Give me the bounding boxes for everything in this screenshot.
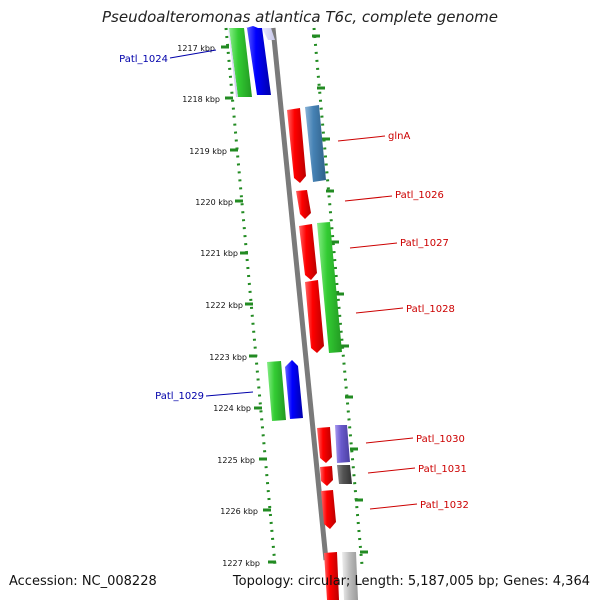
cds-feature-red[interactable]	[305, 280, 324, 353]
cds-feature-red[interactable]	[324, 552, 339, 600]
gene-label-patl-1032[interactable]: Patl_1032	[420, 500, 469, 511]
cds-feature-green[interactable]	[317, 222, 342, 353]
label-leader-line	[369, 503, 418, 510]
tick-label: 1221 kbp	[200, 249, 238, 258]
label-leader-line	[344, 195, 393, 202]
label-leader-line	[349, 242, 398, 249]
tick-label: 1219 kbp	[189, 147, 227, 156]
cds-feature-light[interactable]	[262, 28, 275, 40]
cds-feature-red[interactable]	[321, 490, 336, 529]
left-tick-marks	[221, 45, 276, 564]
label-leader-line	[367, 467, 416, 474]
genome-backbone	[270, 27, 329, 561]
genome-stats-text: Topology: circular; Length: 5,187,005 bp…	[232, 574, 590, 589]
cds-feature-red[interactable]	[296, 190, 311, 219]
label-leader-line	[365, 437, 414, 444]
gene-label-patl-1030[interactable]: Patl_1030	[416, 434, 465, 445]
accession-text: Accession: NC_008228	[9, 574, 157, 589]
right-tick-marks	[312, 34, 368, 554]
map-title: Pseudoalteromonas atlantica T6c, complet…	[102, 8, 498, 26]
cds-feature-gray[interactable]	[337, 465, 352, 484]
tick-label: 1227 kbp	[222, 559, 260, 568]
cds-feature-white[interactable]	[228, 28, 238, 97]
cds-feature-blue[interactable]	[246, 26, 271, 95]
gene-label-patl-1027[interactable]: Patl_1027	[400, 238, 449, 249]
tick-label: 1220 kbp	[195, 198, 233, 207]
tick-label: 1223 kbp	[209, 353, 247, 362]
cds-feature-red[interactable]	[320, 466, 333, 486]
tick-labels: 1217 kbp 1218 kbp 1219 kbp 1220 kbp 1221…	[177, 44, 260, 568]
right-guide-line	[312, 27, 364, 566]
cds-feature-light[interactable]	[342, 552, 358, 600]
label-leader-line	[169, 49, 217, 59]
left-guide-line	[224, 27, 277, 566]
gene-label-patl-1031[interactable]: Patl_1031	[418, 464, 467, 475]
label-leader-line	[205, 391, 254, 397]
tick-label: 1222 kbp	[205, 301, 243, 310]
gene-label-patl-1028[interactable]: Patl_1028	[406, 304, 455, 315]
cds-feature-red[interactable]	[299, 224, 317, 280]
label-leader-line	[355, 307, 404, 314]
cds-feature-blue[interactable]	[285, 360, 303, 419]
tick-label: 1218 kbp	[182, 95, 220, 104]
cds-feature-steelblue[interactable]	[305, 105, 326, 182]
cds-feature-green[interactable]	[229, 28, 252, 97]
tick-label: 1226 kbp	[220, 507, 258, 516]
cds-feature-red[interactable]	[287, 108, 306, 183]
gene-label-glna[interactable]: glnA	[388, 131, 410, 142]
cds-feature-green[interactable]	[267, 361, 286, 421]
tick-label: 1224 kbp	[213, 404, 251, 413]
gene-label-patl-1024[interactable]: Patl_1024	[119, 54, 168, 65]
gene-label-patl-1026[interactable]: Patl_1026	[395, 190, 444, 201]
tick-label: 1225 kbp	[217, 456, 255, 465]
gene-label-patl-1029[interactable]: Patl_1029	[155, 391, 204, 402]
cds-feature-purple[interactable]	[335, 425, 350, 463]
tick-label: 1217 kbp	[177, 44, 215, 53]
label-leader-line	[337, 135, 386, 142]
cds-feature-red[interactable]	[317, 427, 332, 463]
